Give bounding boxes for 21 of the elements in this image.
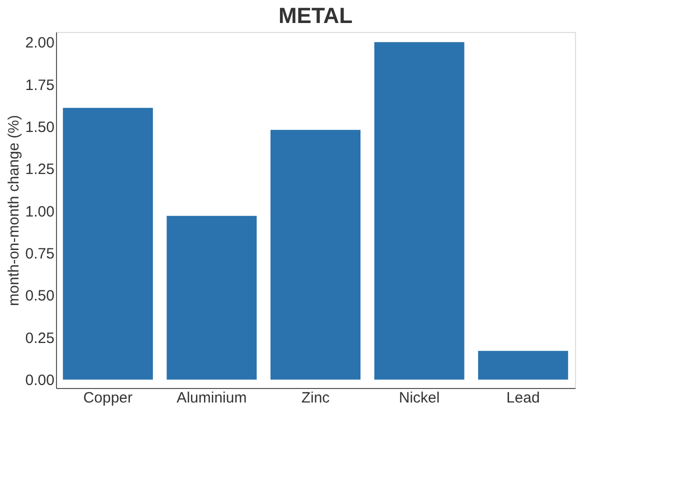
x-tick-label: Copper: [83, 390, 132, 406]
x-tick-label: Zinc: [301, 390, 330, 406]
y-tick-label: 1.25: [25, 161, 54, 178]
bar: [270, 130, 360, 380]
y-tick-label: 2.00: [25, 34, 54, 52]
x-tick-label: Lead: [506, 390, 540, 406]
bar: [62, 108, 153, 380]
bar: [374, 42, 464, 380]
x-tick-label: Nickel: [398, 390, 440, 406]
bar: [166, 216, 257, 380]
y-tick-label: 0.00: [25, 372, 54, 390]
y-tick-label: 0.50: [25, 288, 54, 305]
y-axis-title: month-on-month change (%): [5, 115, 22, 306]
y-tick-label: 1.00: [25, 203, 54, 220]
chart-title: METAL: [278, 3, 353, 28]
y-tick-label: 0.75: [25, 246, 54, 263]
y-tick-label: 1.75: [25, 76, 54, 94]
bar: [478, 350, 568, 380]
y-tick-label: 0.25: [25, 330, 54, 347]
y-tick-label: 1.50: [25, 118, 54, 136]
x-tick-label: Aluminium: [176, 390, 247, 406]
